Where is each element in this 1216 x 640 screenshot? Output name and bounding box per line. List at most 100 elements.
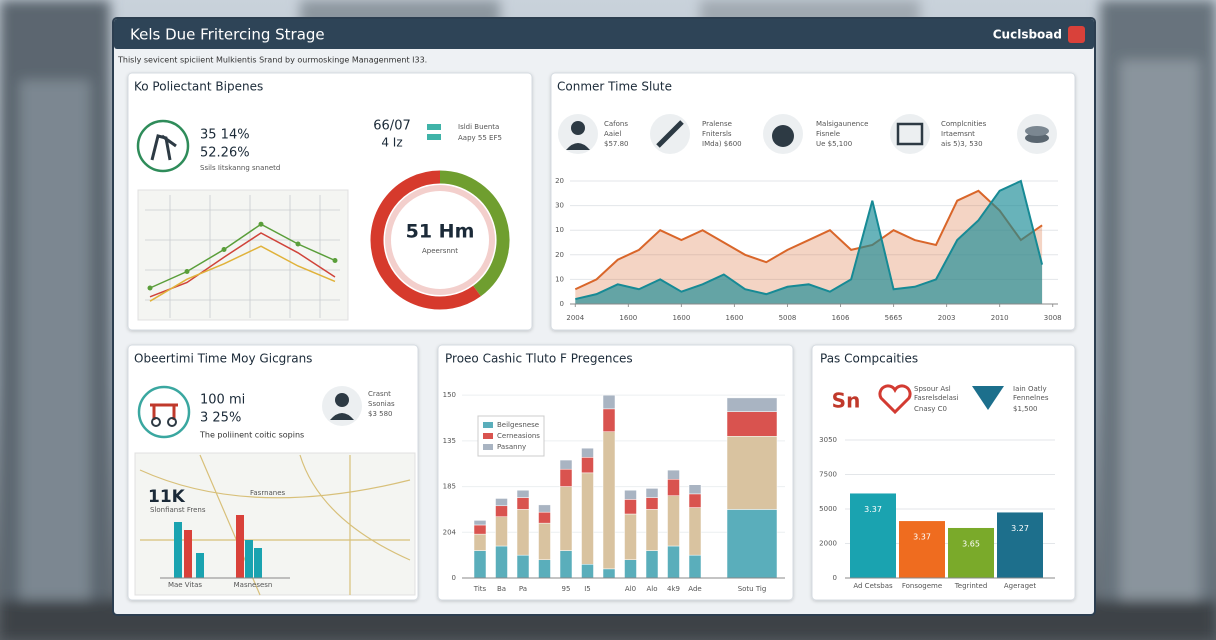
bar-segment bbox=[726, 411, 778, 437]
bar bbox=[997, 512, 1043, 578]
line bbox=[149, 245, 336, 302]
bar bbox=[184, 530, 192, 578]
bar-segment bbox=[602, 568, 616, 579]
stat: 100 mi bbox=[200, 393, 245, 408]
item-label: IMda) $600 bbox=[702, 140, 742, 148]
point bbox=[147, 285, 153, 291]
bar-segment bbox=[495, 516, 508, 547]
bar-segment bbox=[602, 408, 616, 432]
bar-segment bbox=[667, 479, 680, 496]
legend-label: Aapy 55 EF5 bbox=[458, 134, 502, 142]
bar-segment bbox=[667, 469, 680, 480]
bar-segment bbox=[581, 472, 594, 565]
y-tick-label: 5000 bbox=[819, 505, 837, 513]
bar-segment bbox=[473, 550, 487, 579]
x-tick-label: 5008 bbox=[779, 314, 797, 322]
stat: 3 25% bbox=[200, 411, 241, 426]
x-tick-label: Ageraget bbox=[1004, 582, 1036, 590]
bar bbox=[899, 521, 945, 578]
item-label: ais 5)3, 530 bbox=[941, 140, 983, 148]
bar-segment bbox=[495, 498, 508, 507]
x-tick-label: Ad Cetsbas bbox=[853, 582, 893, 590]
x-tick-label: 1600 bbox=[726, 314, 744, 322]
y-tick-label: 204 bbox=[443, 528, 457, 536]
bar-segment bbox=[726, 436, 778, 510]
panel-title: Pas Compcaities bbox=[820, 352, 918, 366]
donut-inner-ring bbox=[385, 185, 495, 295]
x-tick-label: Al0 bbox=[625, 585, 636, 593]
bar-segment bbox=[559, 468, 573, 487]
x-tick-label: I5 bbox=[584, 585, 591, 593]
bar bbox=[948, 527, 994, 578]
legend-label: Cerneasions bbox=[497, 432, 540, 440]
line bbox=[149, 223, 336, 289]
legend-swatch bbox=[483, 433, 493, 439]
y-tick-label: 7500 bbox=[819, 471, 837, 479]
brand-logo[interactable] bbox=[1068, 26, 1085, 43]
x-tick-label: Alo bbox=[646, 585, 657, 593]
x-tick-label: 4k9 bbox=[667, 585, 680, 593]
icon-glyph bbox=[335, 393, 349, 407]
bar-segment bbox=[645, 497, 659, 510]
company-label: Spsour Asl bbox=[914, 385, 951, 393]
map-caption: Slonfianst Frens bbox=[150, 506, 206, 514]
panel-title: Ko Poliectant Bipenes bbox=[134, 80, 263, 94]
bar-segment bbox=[602, 431, 616, 570]
bar-segment bbox=[516, 509, 530, 556]
bar-segment bbox=[688, 493, 702, 508]
stat: 52.26% bbox=[200, 146, 250, 161]
company-label: Cnasy C0 bbox=[914, 405, 947, 413]
point bbox=[221, 247, 227, 252]
line bbox=[149, 232, 336, 298]
point bbox=[258, 221, 264, 227]
header-title: Kels Due Fritercing Strage bbox=[130, 26, 325, 44]
item-label: Fnitersls bbox=[702, 130, 732, 138]
note: Ssils Iitskanng snanetd bbox=[200, 164, 280, 172]
bar bbox=[245, 540, 253, 578]
bar-segment bbox=[538, 511, 551, 524]
company-label: $1,500 bbox=[1013, 405, 1038, 413]
donut-label: 66/07 bbox=[373, 119, 410, 134]
header-bar bbox=[114, 19, 1094, 49]
donut-label: 4 Iz bbox=[381, 136, 402, 150]
bar-segment bbox=[624, 513, 637, 560]
bar-text: 3.65 bbox=[962, 539, 980, 548]
point bbox=[332, 258, 338, 263]
person-label: $3 580 bbox=[368, 410, 393, 418]
icon-glyph bbox=[151, 417, 161, 427]
bar-text: 3.27 bbox=[1011, 524, 1029, 533]
legend-label: Pasanny bbox=[497, 443, 526, 451]
donut-segment bbox=[439, 170, 510, 297]
x-tick-label: 2004 bbox=[566, 314, 584, 322]
y-tick-label: 0 bbox=[452, 574, 456, 582]
bar-segment bbox=[581, 564, 594, 579]
panel-title: Obeertimi Time Moy Gicgrans bbox=[134, 352, 312, 366]
bar-segment bbox=[688, 554, 702, 579]
bar-segment bbox=[667, 545, 680, 579]
x-tick-label: Fonsogeme bbox=[902, 582, 942, 590]
x-tick-label: 2003 bbox=[938, 314, 956, 322]
donut-center-sub: Apeersnnt bbox=[422, 247, 458, 255]
icon-glyph bbox=[656, 120, 684, 148]
y-tick-label: 20 bbox=[555, 177, 564, 185]
person-label: Crasnt bbox=[368, 390, 391, 398]
icon-glyph bbox=[571, 121, 585, 135]
item-label: $57.80 bbox=[604, 140, 629, 148]
bar bbox=[254, 548, 262, 578]
x-tick-label: 5665 bbox=[885, 314, 903, 322]
x-tick-label: 1606 bbox=[832, 314, 850, 322]
map-streets bbox=[139, 454, 411, 596]
icon-glyph bbox=[896, 122, 924, 146]
group-label: Masnesesn bbox=[234, 581, 273, 589]
legend-swatch bbox=[483, 422, 493, 428]
bar-segment bbox=[688, 484, 702, 495]
item-label: Malsigaunence bbox=[816, 120, 868, 128]
bar-segment bbox=[726, 509, 778, 579]
bar-segment bbox=[688, 507, 702, 556]
bar-segment bbox=[667, 495, 680, 547]
bar-segment bbox=[538, 522, 551, 560]
company-label: Fennelnes bbox=[1013, 394, 1049, 402]
bar-segment bbox=[581, 457, 594, 474]
